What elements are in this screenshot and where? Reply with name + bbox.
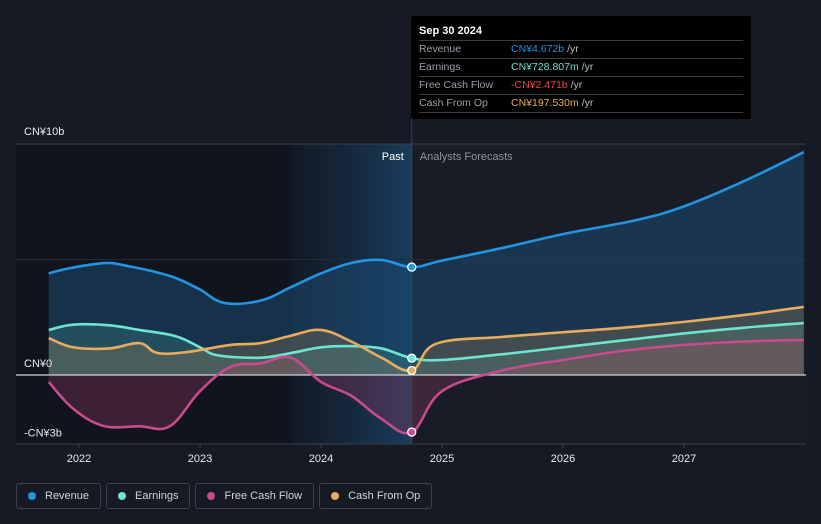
tooltip-value: CN¥728.807m	[511, 61, 579, 73]
tooltip-value: CN¥197.530m	[511, 97, 579, 109]
tooltip: Sep 30 2024 Revenue CN¥4.672b /yr Earnin…	[411, 16, 751, 119]
area-free-cash-flow	[48, 339, 804, 434]
forecast-label: Analysts Forecasts	[420, 151, 513, 163]
legend-label: Earnings	[135, 490, 179, 502]
tooltip-unit: /yr	[581, 97, 594, 109]
tooltip-row-cash-from-op: Cash From Op CN¥197.530m /yr	[419, 95, 743, 113]
x-tick-label: 2022	[67, 453, 91, 465]
tooltip-row-revenue: Revenue CN¥4.672b /yr	[419, 41, 743, 59]
legend-dot-icon	[28, 492, 36, 500]
area-earnings	[48, 323, 804, 375]
legend-label: Revenue	[45, 490, 90, 502]
tooltip-value: -CN¥2.471b	[511, 79, 568, 91]
tooltip-unit: /yr	[581, 61, 594, 73]
legend-item-free-cash-flow[interactable]: Free Cash Flow	[195, 483, 315, 509]
tooltip-value: CN¥4.672b	[511, 43, 565, 55]
y-tick-label: CN¥0	[24, 358, 52, 370]
x-tick-label: 2024	[309, 453, 333, 465]
area-revenue	[48, 152, 804, 375]
line-earnings	[48, 321, 804, 362]
tooltip-label: Revenue	[419, 43, 462, 55]
tooltip-row-earnings: Earnings CN¥728.807m /yr	[419, 59, 743, 77]
tooltip-unit: /yr	[570, 79, 583, 91]
marker-free-cash-flow[interactable]	[407, 427, 417, 437]
line-cash-from-op	[48, 305, 804, 373]
tooltip-row-free-cash-flow: Free Cash Flow -CN¥2.471b /yr	[419, 77, 743, 95]
marker-earnings[interactable]	[407, 353, 417, 363]
line-revenue	[48, 150, 805, 306]
tooltip-label: Cash From Op	[419, 97, 488, 109]
tooltip-label: Free Cash Flow	[419, 79, 494, 91]
tooltip-date: Sep 30 2024	[419, 22, 743, 41]
legend-item-cash-from-op[interactable]: Cash From Op	[319, 483, 433, 509]
y-tick-label: CN¥10b	[24, 126, 64, 138]
legend-dot-icon	[118, 492, 127, 500]
legend-dot-icon	[207, 492, 216, 500]
legend-dot-icon	[331, 492, 340, 500]
legend-item-earnings[interactable]: Earnings	[106, 483, 191, 509]
x-tick-label: 2026	[551, 453, 575, 465]
line-free-cash-flow	[47, 338, 804, 435]
legend: Revenue Earnings Free Cash Flow Cash Fro…	[16, 483, 433, 509]
tooltip-label: Earnings	[419, 61, 461, 73]
marker-revenue[interactable]	[407, 262, 417, 272]
x-tick-label: 2023	[188, 453, 212, 465]
legend-label: Free Cash Flow	[224, 490, 303, 502]
past-label: Past	[382, 151, 404, 163]
tooltip-unit: /yr	[567, 43, 579, 55]
y-tick-label: -CN¥3b	[24, 427, 62, 439]
legend-label: Cash From Op	[348, 490, 421, 502]
x-tick-label: 2027	[672, 453, 696, 465]
marker-cash-from-op[interactable]	[407, 365, 417, 376]
x-tick-label: 2025	[430, 453, 454, 465]
legend-item-revenue[interactable]: Revenue	[16, 483, 102, 509]
